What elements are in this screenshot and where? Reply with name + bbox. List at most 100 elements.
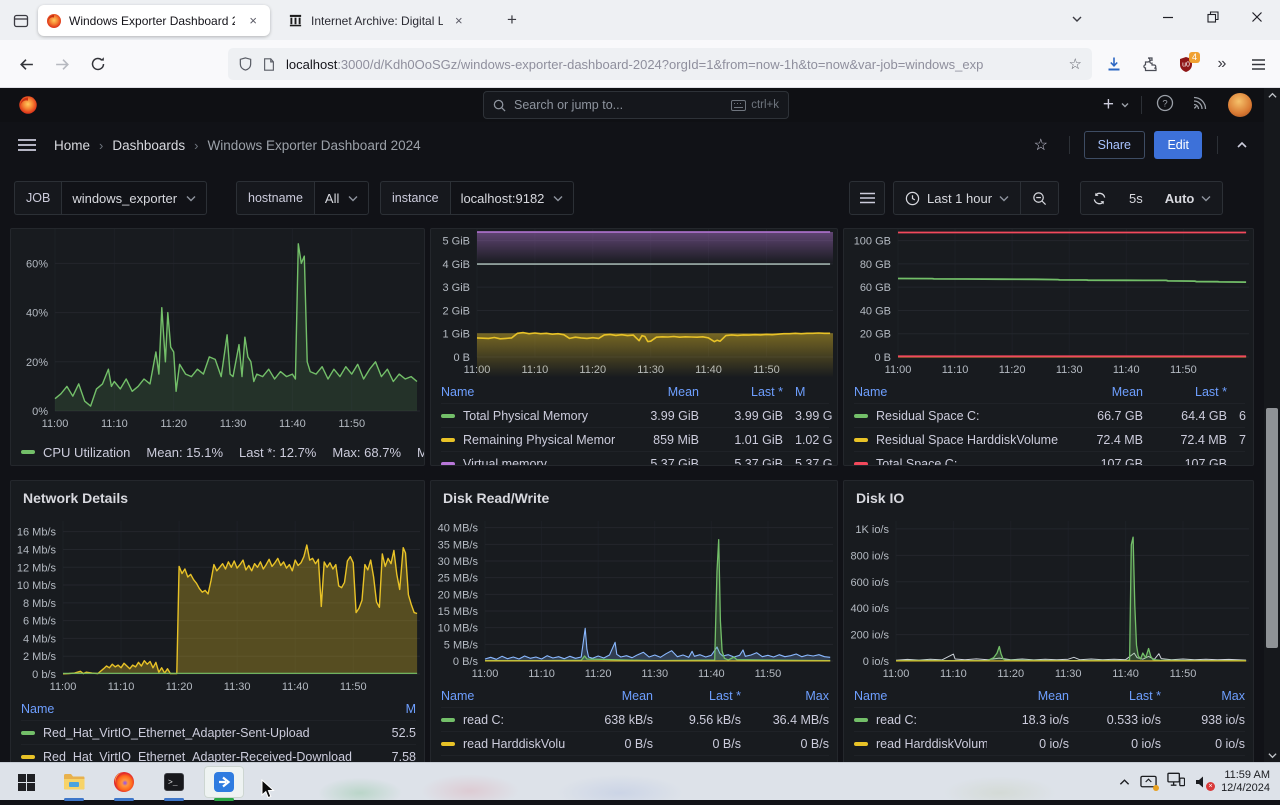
variable-job-value[interactable]: windows_exporter [61,181,207,215]
collapse-chevron-up-icon[interactable] [1236,140,1248,150]
list-all-tabs-icon[interactable] [1070,12,1084,31]
variable-instance-value[interactable]: localhost:9182 [450,181,575,215]
grafana-logo[interactable] [18,95,38,115]
tray-clock[interactable]: 11:59 AM 12/4/2024 [1221,769,1270,795]
svg-text:11:00: 11:00 [42,418,69,430]
new-tab-button[interactable]: + [500,9,524,33]
ublock-badge: 4 [1189,52,1200,63]
edit-button[interactable]: Edit [1154,131,1202,159]
search-icon [493,99,506,112]
svg-text:25 MB/s: 25 MB/s [438,573,479,585]
downloads-button[interactable] [1100,50,1128,78]
url-bar[interactable]: localhost:3000/d/Kdh0OoSGz/windows-expor… [228,48,1092,80]
scroll-down-arrow[interactable] [1264,748,1280,762]
user-avatar[interactable] [1228,93,1252,117]
app-menu-button[interactable] [1244,50,1272,78]
share-button[interactable]: Share [1084,131,1145,159]
legend-row[interactable]: Red_Hat_VirtIO_Ethernet_Adapter-Received… [21,744,416,762]
bookmark-star-icon[interactable]: ☆ [1069,55,1082,73]
variable-job[interactable]: JOB windows_exporter [14,181,207,215]
active-app-icon[interactable] [204,766,244,798]
volume-muted-icon[interactable]: × [1195,775,1211,789]
panel-title[interactable]: Network Details [11,481,424,515]
legend-row[interactable]: read HarddiskVolume10 io/s0 io/s0 io/s [854,731,1245,755]
start-button[interactable] [6,766,46,798]
window-close-button[interactable] [1234,0,1280,34]
legend-row[interactable] [854,755,1245,762]
svg-text:11:50: 11:50 [340,681,367,693]
extensions-puzzle-icon[interactable] [1136,50,1164,78]
panel-list-icon[interactable] [849,181,885,215]
forward-button[interactable] [48,50,76,78]
firefox-icon[interactable] [104,766,144,798]
news-icon[interactable] [1190,94,1208,117]
back-button[interactable] [12,50,40,78]
chevron-down-icon [553,195,563,202]
tab-close-icon[interactable]: × [452,12,466,30]
tab-close-icon[interactable]: × [244,12,262,30]
refresh-interval[interactable]: 5s [1118,182,1154,214]
svg-text:6 Mb/s: 6 Mb/s [23,616,57,628]
search-input[interactable]: Search or jump to... ctrl+k [483,91,789,119]
tray-expand-chevron[interactable] [1119,773,1130,791]
breadcrumb-home[interactable]: Home [54,138,90,153]
panel-title[interactable]: Disk Read/Write [431,481,837,515]
refresh-mode-dropdown[interactable]: Auto [1154,182,1223,214]
legend-row[interactable] [441,755,829,762]
mega-menu-icon[interactable] [18,138,36,152]
window-restore-button[interactable] [1190,0,1236,34]
svg-text:11:20: 11:20 [166,681,193,693]
variable-hostname-value[interactable]: All [314,181,369,215]
tab-internet-archive[interactable]: Internet Archive: Digital Library × [280,5,474,36]
scrollbar-thumb[interactable] [1266,408,1278,648]
page-info-icon[interactable] [262,57,276,72]
reload-button[interactable] [84,50,112,78]
page-scrollbar[interactable] [1264,88,1280,762]
panel-title[interactable]: Disk IO [844,481,1253,515]
tray-app-window-icon[interactable] [1140,775,1157,790]
url-text[interactable]: localhost:3000/d/Kdh0OoSGz/windows-expor… [286,57,1061,72]
legend-row[interactable]: read HarddiskVolume10 B/s0 B/s0 B/s [441,731,829,755]
file-explorer-icon[interactable] [54,766,94,798]
tab-grafana-dashboard[interactable]: Windows Exporter Dashboard 2 × [38,5,270,36]
breadcrumb-dashboards[interactable]: Dashboards [112,138,185,153]
legend-row[interactable]: Red_Hat_VirtIO_Ethernet_Adapter-Sent-Upl… [21,720,416,744]
zoom-out-button[interactable] [1021,182,1058,214]
terminal-icon[interactable]: >_ [154,766,194,798]
firefox-view-icon[interactable] [10,10,32,32]
favorite-star-icon[interactable]: ☆ [1034,135,1048,155]
add-menu[interactable]: + [1103,98,1130,112]
svg-text:11:40: 11:40 [282,681,309,693]
network-icon[interactable] [1167,772,1185,792]
svg-text:4 GiB: 4 GiB [442,259,470,271]
svg-text:20 MB/s: 20 MB/s [438,589,479,601]
variable-hostname[interactable]: hostname All [236,181,369,215]
tab-title: Internet Archive: Digital Library [311,14,443,28]
variable-instance[interactable]: instance localhost:9182 [380,181,574,215]
scroll-up-arrow[interactable] [1264,88,1280,102]
refresh-button[interactable] [1081,182,1118,214]
help-icon[interactable]: ? [1156,94,1174,117]
overflow-chevrons-icon[interactable]: » [1208,50,1236,78]
shield-icon[interactable] [238,56,253,72]
ublock-shield-icon[interactable]: u0 4 [1172,50,1200,78]
window-minimize-button[interactable] [1145,0,1191,34]
time-range-button[interactable]: Last 1 hour [894,182,1020,214]
